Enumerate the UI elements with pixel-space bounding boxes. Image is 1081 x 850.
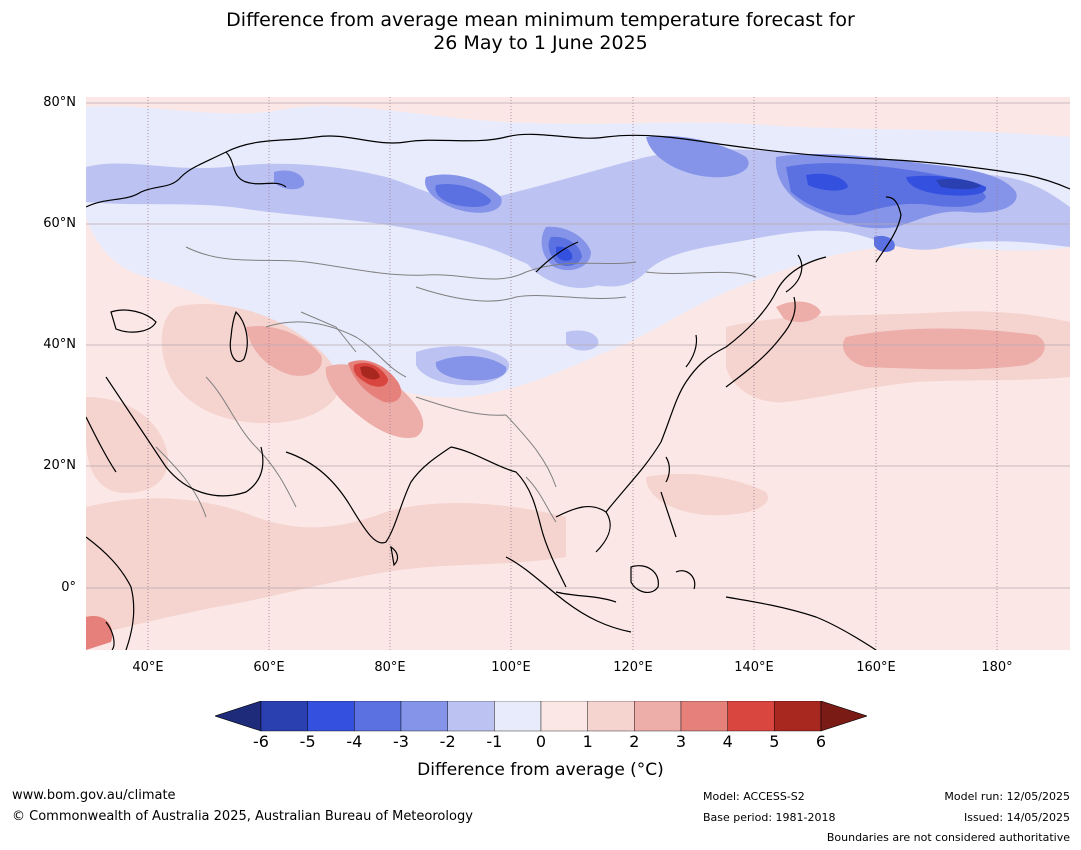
lat-label-80n: 80°N [43,95,76,110]
title-line-1: Difference from average mean minimum tem… [226,9,855,31]
colorbar-tick-label: -5 [299,732,316,751]
colorbar-bin [400,700,448,732]
colorbar-tick-label: 3 [675,732,687,751]
colorbar-bin [260,700,308,732]
colorbar-bin [307,700,355,732]
colorbar-extend-high [820,700,868,732]
title-line-2: 26 May to 1 June 2025 [433,32,648,54]
lat-label-60n: 60°N [43,216,76,231]
lat-label-0: 0° [61,580,76,595]
lat-label-40n: 40°N [43,337,76,352]
footer-issued: Issued: 14/05/2025 [963,811,1070,824]
footer-copyright: © Commonwealth of Australia 2025, Austra… [12,809,473,824]
colorbar-tick-label: -4 [346,732,363,751]
colorbar [214,700,868,733]
lat-label-20n: 20°N [43,458,76,473]
lon-label-100e: 100°E [491,660,531,675]
colorbar-bin [354,700,402,732]
colorbar-label: Difference from average (°C) [417,760,664,780]
colorbar-bin [447,700,495,732]
colorbar-tick-label: 1 [582,732,593,751]
colorbar-bin [540,700,588,732]
footer-model: Model: ACCESS-S2 [703,790,805,803]
colorbar-bin [587,700,635,732]
temperature-anomaly-map [86,97,1070,650]
footer-base-period: Base period: 1981-2018 [703,811,836,824]
lon-label-180: 180° [981,660,1013,675]
colorbar-tick-label: 4 [722,732,733,751]
colorbar-tick-label: 2 [629,732,640,751]
colorbar-bin [494,700,542,732]
lon-label-60e: 60°E [253,660,285,675]
colorbar-tick-label: 6 [815,732,827,751]
colorbar-tick-label: -3 [393,732,409,751]
colorbar-tick-label: -6 [253,732,269,751]
lon-label-80e: 80°E [374,660,406,675]
footer-boundaries: Boundaries are not considered authoritat… [826,831,1070,844]
map-title: Difference from average mean minimum tem… [0,9,1081,55]
colorbar-extend-low [214,700,262,732]
colorbar-bin [774,700,822,732]
footer-url[interactable]: www.bom.gov.au/climate [12,788,176,803]
colorbar-tick-label: 5 [769,732,780,751]
lon-label-140e: 140°E [734,660,774,675]
colorbar-tick-label: 0 [535,732,547,751]
lon-label-40e: 40°E [132,660,164,675]
lon-label-120e: 120°E [613,660,653,675]
colorbar-bin [727,700,775,732]
colorbar-tick-label: -2 [439,732,456,751]
colorbar-tick-label: -1 [486,732,503,751]
footer-model-run: Model run: 12/05/2025 [944,790,1070,803]
colorbar-bin [634,700,682,732]
colorbar-bin [680,700,728,732]
lon-label-160e: 160°E [856,660,896,675]
